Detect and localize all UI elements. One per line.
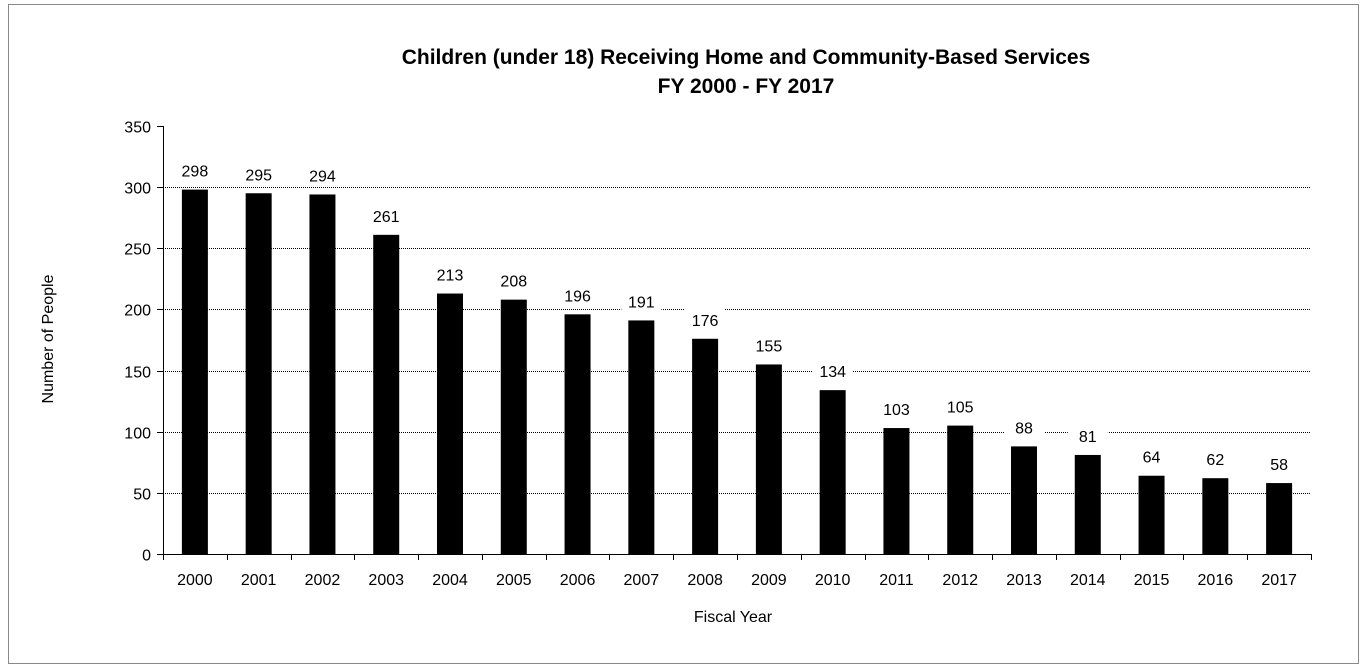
- data-label-background: [1195, 448, 1236, 471]
- y-tick-label: 300: [124, 181, 151, 198]
- bar: [1011, 446, 1037, 554]
- chart-subtitle: FY 2000 - FY 2017: [658, 75, 835, 98]
- data-label-background: [621, 290, 662, 313]
- x-tick-label: 2008: [687, 572, 723, 589]
- y-tick-label: 350: [124, 120, 151, 137]
- x-tick-label: 2013: [1006, 572, 1042, 589]
- bar: [245, 193, 272, 554]
- bar: [181, 189, 208, 555]
- data-label: 88: [1015, 420, 1033, 437]
- data-label: 134: [819, 364, 846, 381]
- bar: [373, 234, 400, 554]
- data-label: 213: [437, 268, 464, 285]
- data-label: 298: [182, 164, 209, 181]
- data-label: 261: [373, 209, 400, 226]
- y-tick-label: 250: [124, 242, 151, 259]
- x-tick-label: 2000: [177, 572, 213, 589]
- chart-title: Children (under 18) Receiving Home and C…: [402, 46, 1091, 69]
- data-label: 176: [692, 313, 719, 330]
- x-tick-label: 2011: [879, 572, 914, 589]
- data-label: 294: [309, 168, 336, 185]
- chart: Children (under 18) Receiving Home and C…: [40, 46, 1312, 626]
- data-label: 62: [1206, 452, 1224, 469]
- bar: [1138, 475, 1165, 554]
- y-tick-label: 100: [124, 426, 151, 443]
- x-tick-label: 2017: [1261, 572, 1297, 589]
- data-label-background: [940, 395, 981, 418]
- y-tick-label: 0: [142, 548, 151, 565]
- x-tick-label: 2005: [496, 572, 532, 589]
- bar: [628, 320, 655, 554]
- x-tick-label: 2012: [942, 572, 978, 589]
- bar: [883, 428, 910, 554]
- data-label-background: [366, 204, 407, 227]
- data-label-background: [430, 263, 470, 286]
- bar: [755, 364, 782, 554]
- axes: 0 50 100 150 200 250 300 350 2000 2001 2002 2003 200…: [124, 120, 1312, 589]
- y-axis-label: Number of People: [40, 274, 57, 403]
- data-label-background: [685, 308, 726, 331]
- data-label: 105: [947, 400, 974, 417]
- data-label-background: [876, 398, 917, 421]
- x-axis-label: Fiscal Year: [694, 609, 773, 626]
- data-label-background: [1131, 445, 1172, 468]
- bar: [564, 314, 591, 554]
- data-label-background: [302, 164, 343, 187]
- bar: [692, 338, 719, 554]
- data-label: 103: [883, 402, 910, 419]
- x-tick-label: 2004: [432, 572, 468, 589]
- x-tick-label: 2010: [815, 572, 851, 589]
- data-label-background: [1004, 416, 1044, 439]
- y-tick-label: 50: [133, 487, 151, 504]
- x-tick-label: 2015: [1134, 572, 1170, 589]
- bars: [181, 189, 1293, 555]
- data-label: 64: [1143, 450, 1161, 467]
- data-label: 196: [564, 288, 591, 305]
- y-tick-label: 200: [124, 303, 151, 320]
- bar: [1266, 483, 1293, 554]
- bar: [1074, 454, 1101, 554]
- data-label: 155: [756, 338, 783, 355]
- x-tick-label: 2016: [1198, 572, 1234, 589]
- data-label: 58: [1270, 457, 1288, 474]
- data-label: 81: [1079, 429, 1097, 446]
- gridlines: [163, 187, 1311, 494]
- data-labels: 298 295 294 261 213 208 196 191 176 155 134 103 105 8…: [174, 159, 1300, 476]
- x-tick-label: 2007: [624, 572, 660, 589]
- bar: [437, 293, 463, 554]
- data-label-background: [557, 284, 598, 307]
- bar: [309, 194, 336, 555]
- x-tick-label: 2003: [368, 572, 404, 589]
- x-tick-label: 2001: [241, 572, 277, 589]
- data-label-background: [748, 334, 789, 357]
- x-tick-label: 2006: [560, 572, 596, 589]
- bar: [819, 390, 846, 554]
- data-label-background: [1067, 424, 1108, 447]
- data-label: 295: [245, 167, 272, 184]
- data-label-background: [1259, 453, 1300, 476]
- bar: [1202, 478, 1229, 554]
- data-label-background: [493, 269, 534, 292]
- data-label-background: [812, 360, 853, 383]
- x-tick-label: 2009: [751, 572, 787, 589]
- x-tick-label: 2014: [1070, 572, 1106, 589]
- data-label-background: [238, 163, 279, 186]
- bar: [947, 425, 974, 554]
- x-tick-label: 2002: [305, 572, 341, 589]
- bar: [500, 299, 527, 554]
- data-label: 208: [500, 274, 527, 291]
- y-tick-label: 150: [124, 365, 151, 382]
- data-label-background: [174, 159, 215, 182]
- data-label: 191: [628, 294, 655, 311]
